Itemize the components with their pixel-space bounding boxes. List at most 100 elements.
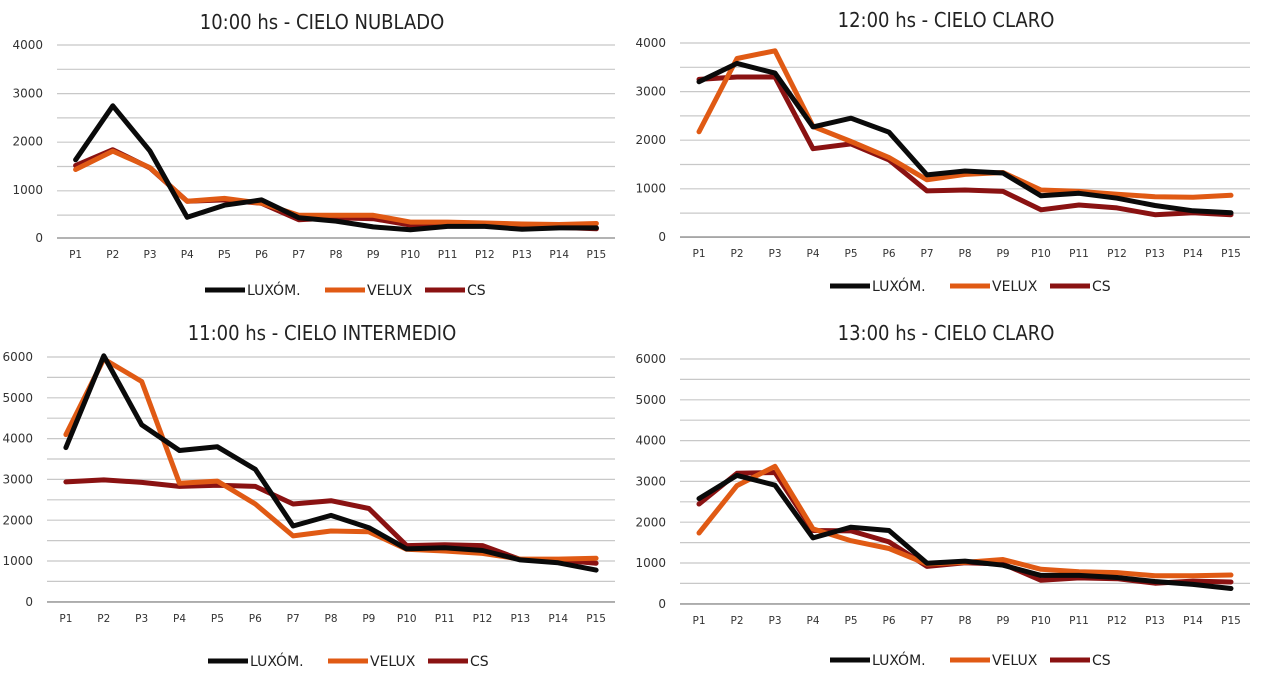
x-tick-label: P5 xyxy=(218,249,231,261)
x-tick-label: P15 xyxy=(586,613,606,625)
x-tick-label: P15 xyxy=(587,249,607,261)
series-line-velux xyxy=(696,48,1234,200)
x-tick-label: P10 xyxy=(1031,248,1051,260)
series-line-luxm xyxy=(63,353,599,573)
x-tick-label: P2 xyxy=(730,615,743,627)
legend-label: VELUX xyxy=(992,279,1038,295)
y-tick-label: 2000 xyxy=(12,135,43,149)
x-tick-label: P12 xyxy=(473,613,493,625)
x-tick-label: P14 xyxy=(549,249,569,261)
legend-label: LUXÓM. xyxy=(247,281,301,299)
x-tick-label: P3 xyxy=(768,615,781,627)
x-tick-label: P11 xyxy=(435,613,455,625)
x-tick-label: P13 xyxy=(512,249,532,261)
x-tick-label: P3 xyxy=(768,248,781,260)
x-tick-label: P4 xyxy=(173,613,186,625)
x-tick-label: P7 xyxy=(920,615,933,627)
y-tick-label: 4000 xyxy=(635,434,666,448)
y-tick-label: 1000 xyxy=(2,554,33,568)
y-tick-label: 0 xyxy=(35,231,43,245)
chart-panel-2: 12:00 hs - CIELO CLARO 0 1000 2000 3000 4000 P… xyxy=(635,9,1250,295)
x-tick-label: P11 xyxy=(1069,615,1089,627)
x-tick-label: P14 xyxy=(1183,615,1203,627)
x-tick-label: P1 xyxy=(692,615,705,627)
x-tick-label: P1 xyxy=(69,249,82,261)
x-tick-label: P10 xyxy=(397,613,417,625)
x-tick-label: P9 xyxy=(996,248,1009,260)
legend-label: CS xyxy=(1092,279,1111,295)
y-tick-label: 0 xyxy=(658,597,666,611)
chart-title: 11:00 hs - CIELO INTERMEDIO xyxy=(188,322,457,345)
x-tick-label: P2 xyxy=(730,248,743,260)
x-tick-label: P6 xyxy=(249,613,262,625)
x-tick-label: P3 xyxy=(135,613,148,625)
x-tick-label: P8 xyxy=(329,249,342,261)
legend-label: CS xyxy=(1092,653,1111,669)
y-tick-label: 2000 xyxy=(635,133,666,147)
legend-label: VELUX xyxy=(992,653,1038,669)
x-tick-label: P9 xyxy=(362,613,375,625)
x-tick-label: P7 xyxy=(292,249,305,261)
y-tick-label: 0 xyxy=(25,595,33,609)
y-tick-label: 2000 xyxy=(2,513,33,527)
chart-panel-1: 10:00 hs - CIELO NUBLADO 0 1000 2000 3000 400… xyxy=(12,11,615,299)
y-tick-label: 4000 xyxy=(2,432,33,446)
x-tick-label: P8 xyxy=(958,615,971,627)
legend-label: LUXÓM. xyxy=(872,277,926,295)
x-tick-label: P12 xyxy=(1107,248,1127,260)
series-line-velux xyxy=(73,148,599,227)
x-tick-label: P12 xyxy=(475,249,495,261)
y-tick-label: 1000 xyxy=(635,556,666,570)
x-tick-label: P5 xyxy=(211,613,224,625)
y-tick-label: 3000 xyxy=(635,85,666,99)
x-tick-label: P8 xyxy=(958,248,971,260)
x-tick-label: P14 xyxy=(1183,248,1203,260)
x-tick-label: P6 xyxy=(882,615,895,627)
x-tick-label: P7 xyxy=(920,248,933,260)
y-tick-label: 2000 xyxy=(635,515,666,529)
series-line-cs xyxy=(696,74,1234,218)
x-tick-label: P10 xyxy=(1031,615,1051,627)
x-tick-label: P4 xyxy=(806,615,819,627)
x-tick-label: P13 xyxy=(1145,248,1165,260)
y-tick-label: 4000 xyxy=(635,36,666,50)
legend-label: VELUX xyxy=(367,283,413,299)
x-tick-label: P15 xyxy=(1221,615,1241,627)
x-tick-label: P10 xyxy=(401,249,421,261)
legend-label: CS xyxy=(467,283,486,299)
x-tick-label: P4 xyxy=(806,248,819,260)
y-tick-label: 1000 xyxy=(12,183,43,197)
x-tick-label: P5 xyxy=(844,615,857,627)
series-line-luxm xyxy=(696,60,1234,216)
legend-label: LUXÓM. xyxy=(250,652,304,670)
y-tick-label: 3000 xyxy=(12,86,43,100)
legend-label: VELUX xyxy=(370,654,416,670)
x-tick-label: P8 xyxy=(324,613,337,625)
y-tick-label: 4000 xyxy=(12,38,43,52)
x-tick-label: P3 xyxy=(143,249,156,261)
x-tick-label: P6 xyxy=(882,248,895,260)
chart-panel-3: 11:00 hs - CIELO INTERMEDIO 0 1000 2000 3000… xyxy=(2,322,615,670)
x-tick-label: P15 xyxy=(1221,248,1241,260)
y-tick-label: 1000 xyxy=(635,182,666,196)
chart-title: 13:00 hs - CIELO CLARO xyxy=(838,322,1055,345)
x-tick-label: P9 xyxy=(367,249,380,261)
series-line-cs xyxy=(63,477,599,566)
x-tick-label: P1 xyxy=(692,248,705,260)
chart-panel-4: 13:00 hs - CIELO CLARO 0 1000 2000 3000 4000 5… xyxy=(635,322,1250,669)
series-line-luxm xyxy=(696,472,1234,591)
x-tick-label: P2 xyxy=(97,613,110,625)
x-tick-label: P2 xyxy=(106,249,119,261)
x-tick-label: P4 xyxy=(181,249,194,261)
y-tick-label: 3000 xyxy=(635,475,666,489)
y-tick-label: 6000 xyxy=(2,350,33,364)
y-tick-label: 5000 xyxy=(635,393,666,407)
x-tick-label: P1 xyxy=(59,613,72,625)
x-tick-label: P13 xyxy=(1145,615,1165,627)
x-tick-label: P12 xyxy=(1107,615,1127,627)
x-tick-label: P9 xyxy=(996,615,1009,627)
x-tick-label: P14 xyxy=(548,613,568,625)
legend-label: LUXÓM. xyxy=(872,651,926,669)
x-tick-label: P7 xyxy=(287,613,300,625)
